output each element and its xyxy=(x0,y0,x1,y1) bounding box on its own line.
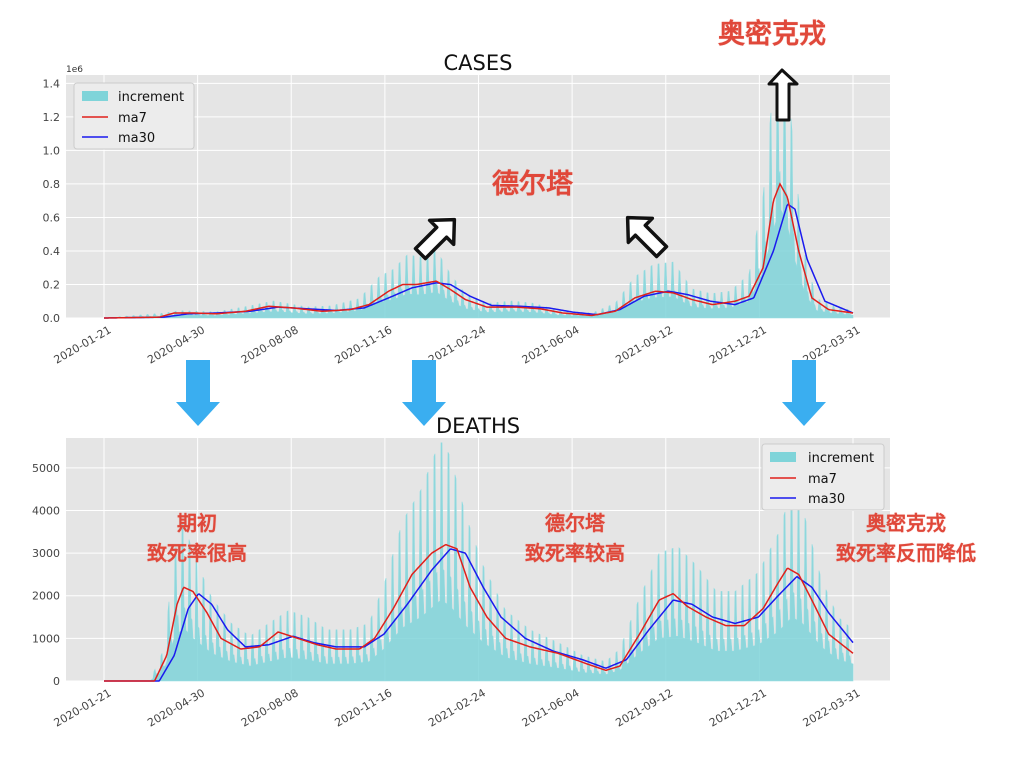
x-tick-label: 2021-02-24 xyxy=(426,686,488,729)
omicron-death-line1: 奥密克戎 xyxy=(866,511,946,535)
omicron-death-label: 奥密克戎 致死率反而降低 xyxy=(818,508,994,568)
x-tick-label: 2020-08-08 xyxy=(239,323,301,366)
legend-label-increment: increment xyxy=(808,451,874,466)
delta-death-label: 德尔塔 致死率较高 xyxy=(510,508,640,568)
y-tick-label: 5000 xyxy=(32,462,60,475)
deaths-increment-area xyxy=(104,442,854,682)
up-left-arrow-icon xyxy=(413,217,457,261)
x-tick-label: 2020-11-16 xyxy=(333,686,395,729)
legend-swatch-increment xyxy=(770,452,796,462)
y-tick-label: 0.4 xyxy=(43,245,61,258)
x-tick-label: 2021-06-04 xyxy=(520,323,582,366)
delta-death-line1: 德尔塔 xyxy=(545,511,605,535)
early-period-line1: 期初 xyxy=(177,511,217,535)
early-period-label: 期初 致死率很高 xyxy=(132,508,262,568)
y-tick-label: 0.0 xyxy=(43,312,61,325)
y-tick-label: 1.0 xyxy=(43,144,61,157)
y-tick-label: 4000 xyxy=(32,504,60,517)
x-tick-label: 2020-08-08 xyxy=(239,686,301,729)
delta-top-label: 德尔塔 xyxy=(492,169,573,200)
y-tick-label: 0.2 xyxy=(43,278,61,291)
cases-ma7-line xyxy=(103,182,854,319)
cases-legend: increment ma7 ma30 xyxy=(73,82,195,150)
y-tick-label: 0.8 xyxy=(43,178,61,191)
up-arrow-icon xyxy=(767,68,799,122)
legend-label-ma30: ma30 xyxy=(118,131,155,146)
x-tick-label: 2022-03-31 xyxy=(801,686,863,729)
x-tick-label: 2020-01-21 xyxy=(52,323,114,366)
y-tick-label: 3000 xyxy=(32,547,60,560)
cases-chart-title: CASES xyxy=(444,51,513,75)
deaths-ma30-line xyxy=(104,548,854,682)
cases-x-tick-labels: 2020-01-21 2020-04-30 2020-08-08 2020-11-16… xyxy=(52,323,863,366)
deaths-legend: increment ma7 ma30 xyxy=(761,443,885,511)
x-tick-label: 2021-06-04 xyxy=(520,686,582,729)
y-tick-label: 0.6 xyxy=(43,211,61,224)
down-arrow-icon xyxy=(782,360,826,426)
x-tick-label: 2021-12-21 xyxy=(707,686,769,729)
up-left-arrow-icon xyxy=(625,215,669,259)
x-tick-label: 2021-09-12 xyxy=(613,686,675,729)
deaths-chart: 0 1000 2000 3000 4000 5000 2020-01-21 2020-04-… xyxy=(32,414,890,730)
legend-label-ma7: ma7 xyxy=(118,111,147,126)
legend-label-ma30: ma30 xyxy=(808,492,845,507)
x-tick-label: 2021-12-21 xyxy=(707,323,769,366)
early-period-line2: 致死率很高 xyxy=(147,541,247,565)
x-tick-label: 2020-01-21 xyxy=(52,686,114,729)
x-tick-label: 2021-09-12 xyxy=(613,323,675,366)
y-tick-label: 0 xyxy=(53,675,60,688)
y-tick-label: 2000 xyxy=(32,590,60,603)
down-arrow-icon xyxy=(402,360,446,426)
x-tick-label: 2020-11-16 xyxy=(333,323,395,366)
omicron-top-label: 奥密克戎 xyxy=(718,19,826,50)
cases-chart: 0.0 0.2 0.4 0.6 0.8 1.0 1.2 1.4 2020-01-21 2020-… xyxy=(43,51,890,367)
delta-death-line2: 致死率较高 xyxy=(525,541,625,565)
down-arrow-icon xyxy=(176,360,220,426)
cases-y-offset-label: 1e6 xyxy=(66,65,83,75)
y-tick-label: 1.4 xyxy=(43,77,61,90)
deaths-chart-title: DEATHS xyxy=(436,414,520,438)
legend-label-ma7: ma7 xyxy=(808,472,837,487)
deaths-ma7-line xyxy=(104,543,854,682)
deaths-y-tick-labels: 0 1000 2000 3000 4000 5000 xyxy=(32,462,60,688)
y-tick-label: 1000 xyxy=(32,632,60,645)
y-tick-label: 1.2 xyxy=(43,111,61,124)
x-tick-label: 2020-04-30 xyxy=(145,686,207,729)
legend-label-increment: increment xyxy=(118,90,184,105)
cases-y-tick-labels: 0.0 0.2 0.4 0.6 0.8 1.0 1.2 1.4 xyxy=(43,77,61,325)
omicron-death-line2: 致死率反而降低 xyxy=(836,541,976,565)
legend-swatch-increment xyxy=(82,91,108,101)
deaths-x-tick-labels: 2020-01-21 2020-04-30 2020-08-08 2020-11-16… xyxy=(52,686,863,729)
